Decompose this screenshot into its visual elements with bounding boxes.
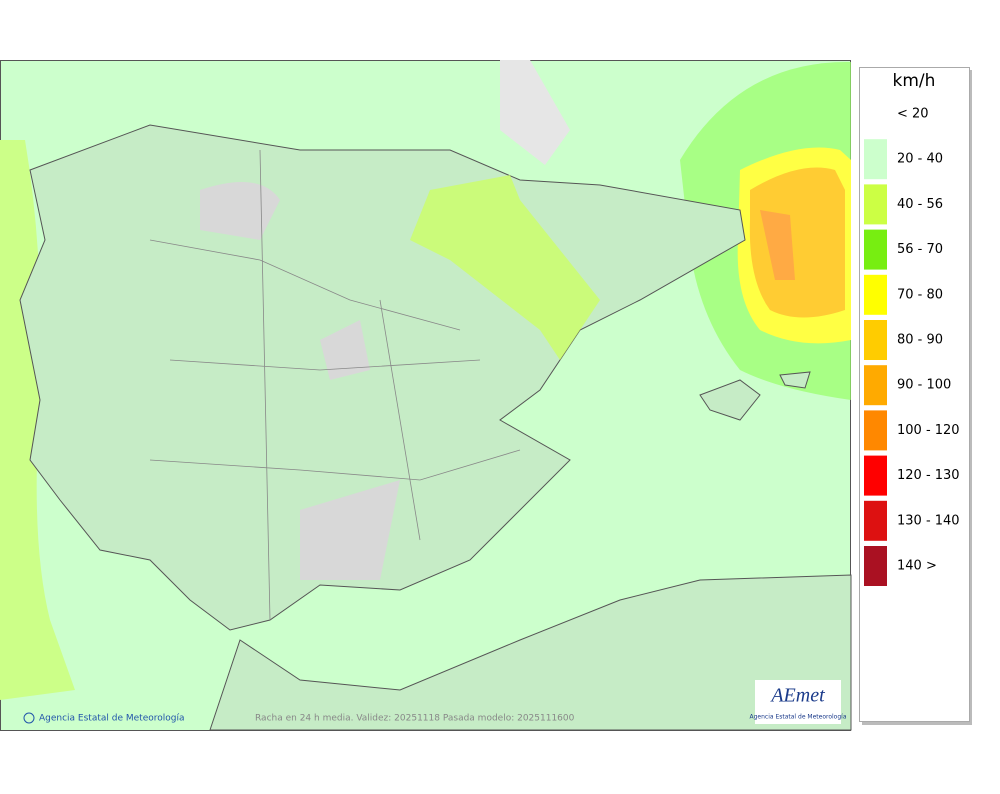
legend-label: 90 - 100 [897,378,951,393]
legend-label: 70 - 80 [897,287,943,302]
wind-zone [410,175,600,360]
borders [149,149,521,621]
legend: km/h < 20 20 - 40 40 - 56 56 - 70 70 - 80 80 … [859,67,972,725]
caption: Racha en 24 h media. Validez: 20251118 P… [255,714,575,724]
legend-label: 100 - 120 [897,423,960,438]
legend-swatch [864,365,887,406]
credit: Agencia Estatal de Meteorología [39,714,185,724]
legend-label: 130 - 140 [897,513,960,528]
legend-swatch [864,274,887,315]
wind-zone [760,210,795,280]
legend-swatch [864,184,887,225]
logo-name: AEmet [769,685,825,707]
legend-label: < 20 [897,107,929,122]
legend-unit: km/h [893,71,936,91]
legend-swatch [864,139,887,180]
map: Agencia Estatal de Meteorología Racha en… [0,60,852,731]
legend-label: 80 - 90 [897,333,943,348]
wind-zone [749,167,845,318]
islands [699,371,811,421]
logo-subtitle: Agencia Estatal de Meteorología [750,714,847,721]
legend-label: 120 - 130 [897,468,960,483]
legend-swatch [864,410,887,451]
france-land [500,60,570,165]
logo-box [755,680,841,724]
copyright-icon [23,712,35,724]
legend-label: 20 - 40 [897,152,943,167]
legend-label: 56 - 70 [897,242,943,257]
legend-label: 40 - 56 [897,197,943,212]
legend-label: 140 > [897,559,937,574]
legend-swatch [864,320,887,360]
iberia-land [19,124,746,631]
africa-land [209,574,852,731]
relief [200,182,400,580]
legend-swatch [864,229,887,270]
legend-swatch [864,546,887,586]
legend-swatch [864,500,887,541]
legend-swatch [864,455,887,496]
